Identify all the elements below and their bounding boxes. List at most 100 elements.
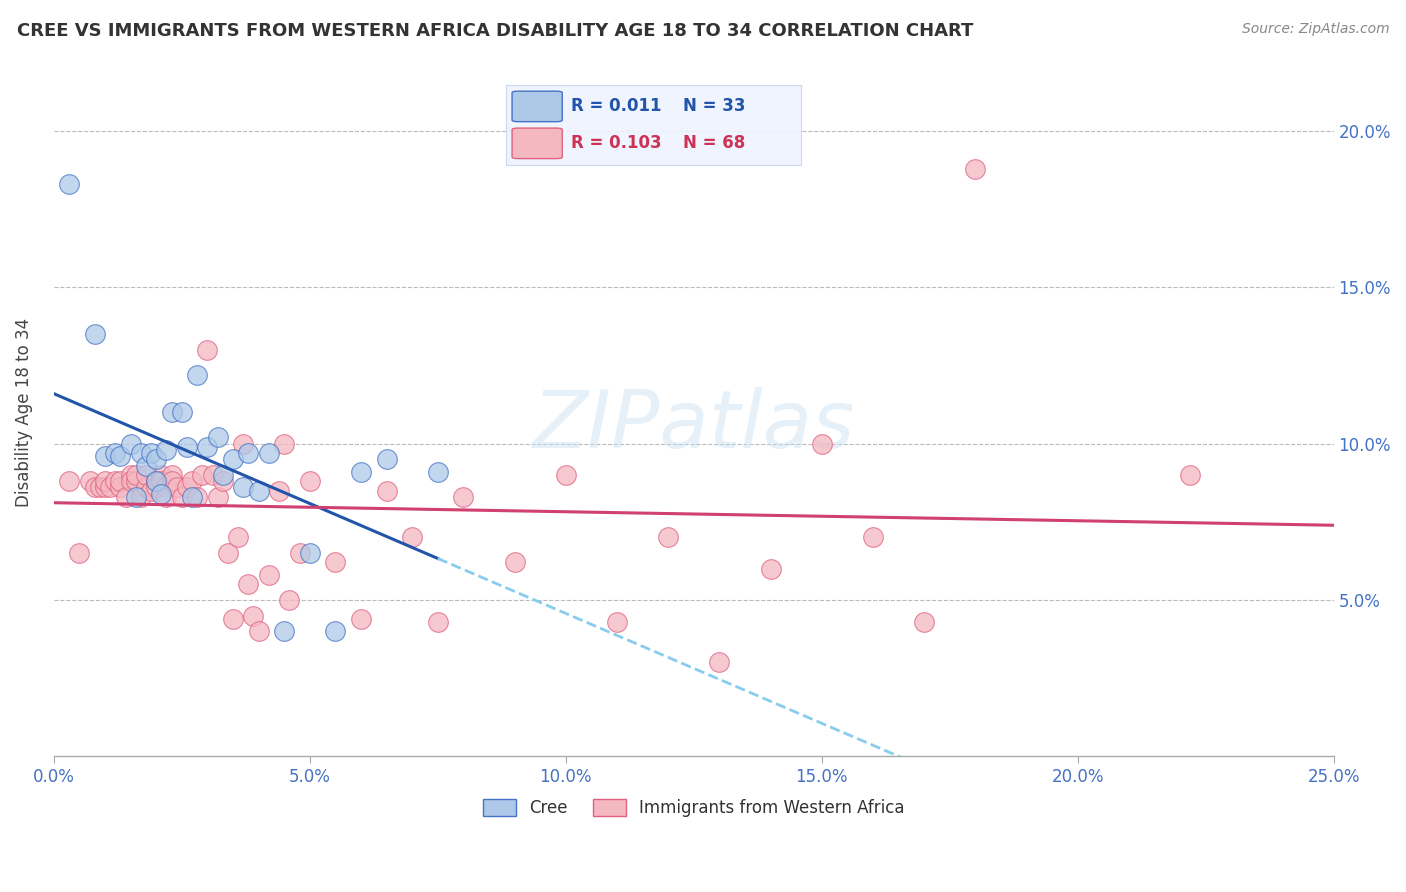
FancyBboxPatch shape (512, 91, 562, 121)
Point (238, 446, 260, 460)
Point (288, 546, 311, 560)
Text: Source: ZipAtlas.com: Source: ZipAtlas.com (1241, 22, 1389, 37)
Point (862, 531, 884, 545)
Point (201, 467, 224, 482)
Point (247, 624, 270, 639)
Point (912, 615, 935, 629)
Point (170, 490, 193, 504)
Point (94, 449, 117, 463)
Point (242, 608, 264, 623)
Point (217, 546, 239, 560)
Point (114, 490, 136, 504)
Point (155, 480, 177, 494)
Point (160, 405, 183, 419)
Point (150, 474, 173, 488)
Point (191, 467, 214, 482)
Point (125, 474, 148, 488)
Point (83, 327, 105, 342)
Point (350, 465, 373, 479)
Point (58, 474, 80, 488)
Point (139, 483, 162, 498)
Point (247, 483, 270, 498)
Text: R = 0.103: R = 0.103 (571, 135, 662, 153)
Point (232, 436, 254, 450)
Point (120, 474, 142, 488)
FancyBboxPatch shape (512, 128, 562, 159)
Point (453, 490, 475, 504)
Point (401, 531, 423, 545)
Point (298, 474, 321, 488)
Point (110, 449, 132, 463)
Point (350, 612, 373, 626)
Point (426, 465, 449, 479)
Point (176, 480, 198, 494)
Point (129, 490, 152, 504)
Point (273, 436, 295, 450)
Point (965, 161, 987, 176)
Point (197, 440, 219, 454)
Point (273, 624, 295, 639)
Point (222, 612, 245, 626)
Point (298, 546, 321, 560)
Point (186, 368, 208, 382)
Text: R = 0.011: R = 0.011 (571, 97, 662, 115)
Point (181, 490, 204, 504)
Point (166, 480, 188, 494)
Point (145, 480, 167, 494)
Point (160, 474, 183, 488)
Point (810, 436, 832, 450)
Text: CREE VS IMMIGRANTS FROM WESTERN AFRICA DISABILITY AGE 18 TO 34 CORRELATION CHART: CREE VS IMMIGRANTS FROM WESTERN AFRICA D… (17, 22, 973, 40)
Point (135, 458, 157, 473)
Point (89, 480, 111, 494)
Point (606, 615, 628, 629)
Point (709, 656, 731, 670)
Point (222, 452, 245, 467)
Text: ZIPatlas: ZIPatlas (533, 387, 855, 465)
Point (375, 483, 398, 498)
Point (325, 624, 347, 639)
Point (170, 405, 193, 419)
Point (257, 446, 280, 460)
Point (238, 577, 260, 591)
Point (145, 474, 167, 488)
Point (503, 556, 526, 570)
Point (110, 474, 132, 488)
Point (94, 480, 117, 494)
Point (657, 531, 679, 545)
Point (197, 343, 219, 357)
Point (150, 467, 173, 482)
Point (135, 480, 157, 494)
Point (155, 490, 177, 504)
Text: N = 68: N = 68 (683, 135, 745, 153)
Point (267, 483, 290, 498)
Point (104, 474, 127, 488)
Point (120, 467, 142, 482)
Point (104, 446, 127, 460)
Point (325, 556, 347, 570)
Point (207, 490, 229, 504)
Point (135, 467, 157, 482)
Point (160, 467, 183, 482)
Point (120, 436, 142, 450)
Point (232, 480, 254, 494)
Point (211, 474, 233, 488)
Point (125, 490, 148, 504)
Point (211, 467, 233, 482)
Point (554, 467, 576, 482)
Point (79, 474, 101, 488)
Y-axis label: Disability Age 18 to 34: Disability Age 18 to 34 (15, 318, 32, 507)
Point (155, 442, 177, 457)
Point (67, 546, 90, 560)
Point (1180, 467, 1202, 482)
Point (58, 177, 80, 191)
Point (226, 531, 249, 545)
Point (145, 452, 167, 467)
Point (207, 430, 229, 444)
Text: N = 33: N = 33 (683, 97, 745, 115)
Point (181, 474, 204, 488)
Point (186, 490, 208, 504)
Point (98, 480, 121, 494)
Point (139, 446, 162, 460)
Point (83, 480, 105, 494)
Point (129, 446, 152, 460)
